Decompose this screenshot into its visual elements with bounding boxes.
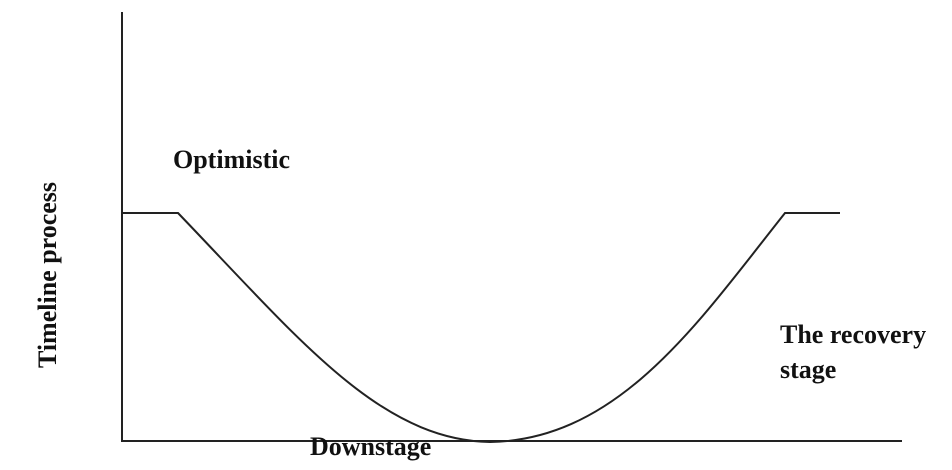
curve <box>122 212 840 444</box>
stage-label: The recovery <box>780 320 926 349</box>
axis-label: Timeline process <box>33 182 62 368</box>
stage-label: stage <box>780 355 836 384</box>
stage-label: Optimistic <box>173 145 290 174</box>
stage-label: Downstage <box>310 432 431 461</box>
